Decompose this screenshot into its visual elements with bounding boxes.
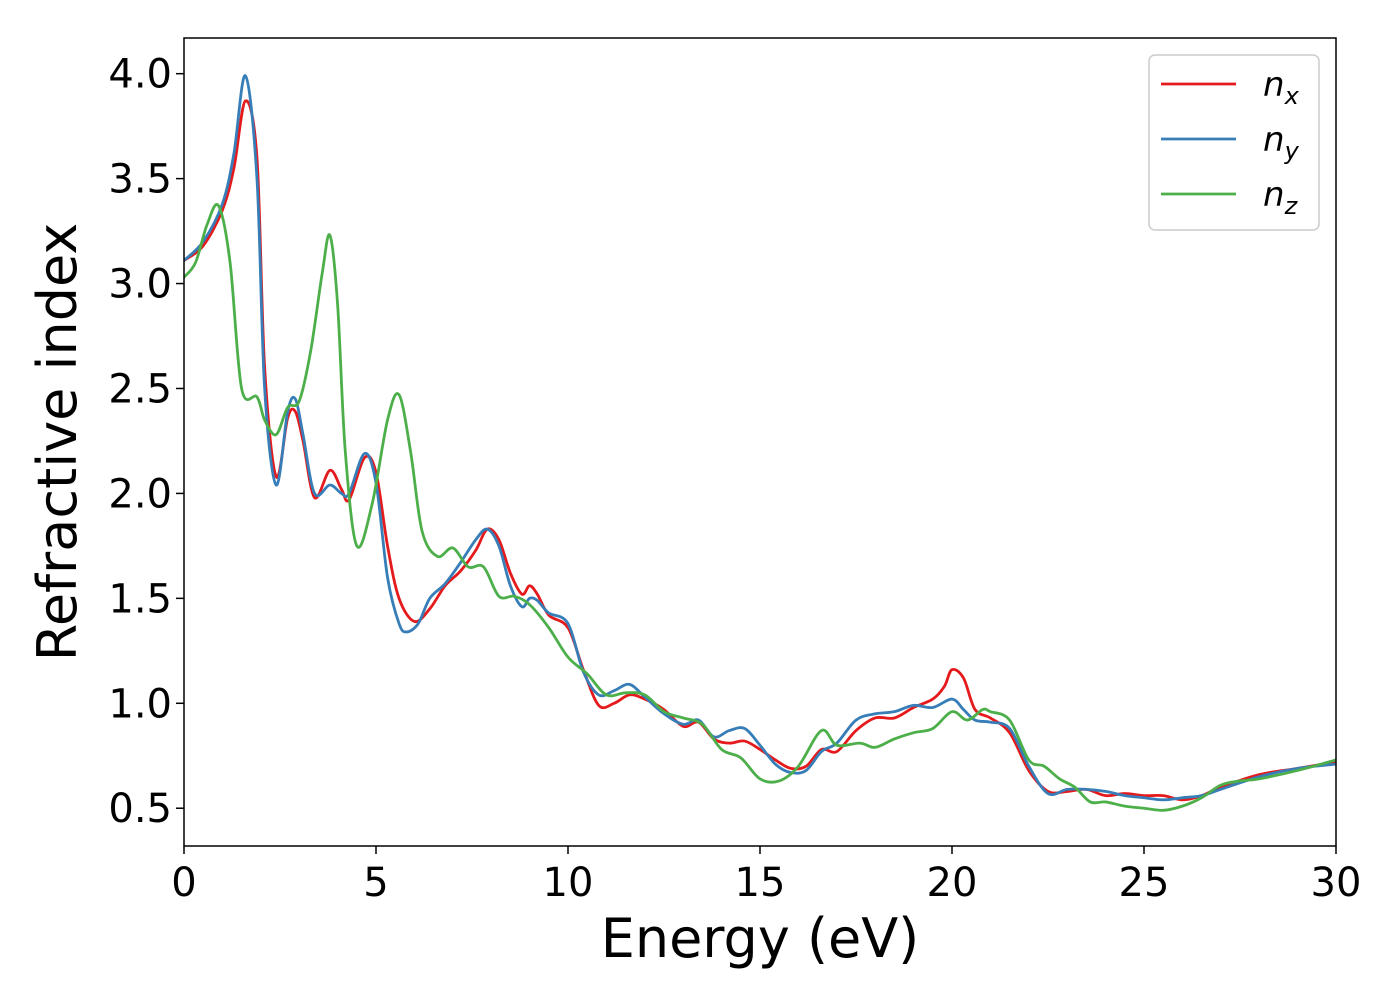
x-axis-label: Energy (eV) [601, 907, 920, 970]
legend-label-x: nx [1263, 65, 1300, 110]
legend-label-main: n [1263, 65, 1285, 105]
y-tick-label: 4.0 [108, 52, 172, 98]
x-axis: 0 5 10 15 20 25 30 [171, 846, 1361, 906]
y-tick-label: 2.0 [108, 471, 172, 517]
y-tick-label: 2.5 [108, 366, 172, 412]
x-tick-label: 25 [1119, 860, 1170, 906]
x-tick-label: 30 [1311, 860, 1362, 906]
legend-label-subscript: y [1284, 137, 1300, 165]
x-tick-label: 0 [171, 860, 196, 906]
y-axis: 0.5 1.0 1.5 2.0 2.5 3.0 3.5 4.0 [108, 52, 184, 832]
legend-label-main: n [1263, 120, 1285, 160]
x-tick-label: 5 [363, 860, 388, 906]
legend-box [1148, 54, 1320, 231]
legend-label-main: n [1263, 175, 1285, 215]
series-line-z [184, 203, 1336, 812]
x-tick-label: 20 [927, 860, 978, 906]
y-axis-label: Refractive index [26, 223, 89, 662]
legend-label-y: ny [1263, 120, 1300, 165]
legend-label-subscript: x [1284, 82, 1300, 110]
y-tick-label: 1.5 [108, 576, 172, 622]
y-tick-label: 0.5 [108, 786, 172, 832]
series-line-y [184, 74, 1336, 802]
legend-label-subscript: z [1284, 192, 1299, 220]
legend-label-z: nz [1263, 175, 1299, 220]
y-tick-label: 3.5 [108, 157, 172, 203]
x-tick-label: 15 [735, 860, 786, 906]
y-tick-label: 1.0 [108, 681, 172, 727]
series-layer [184, 74, 1336, 812]
y-tick-label: 3.0 [108, 262, 172, 308]
x-tick-label: 10 [543, 860, 594, 906]
